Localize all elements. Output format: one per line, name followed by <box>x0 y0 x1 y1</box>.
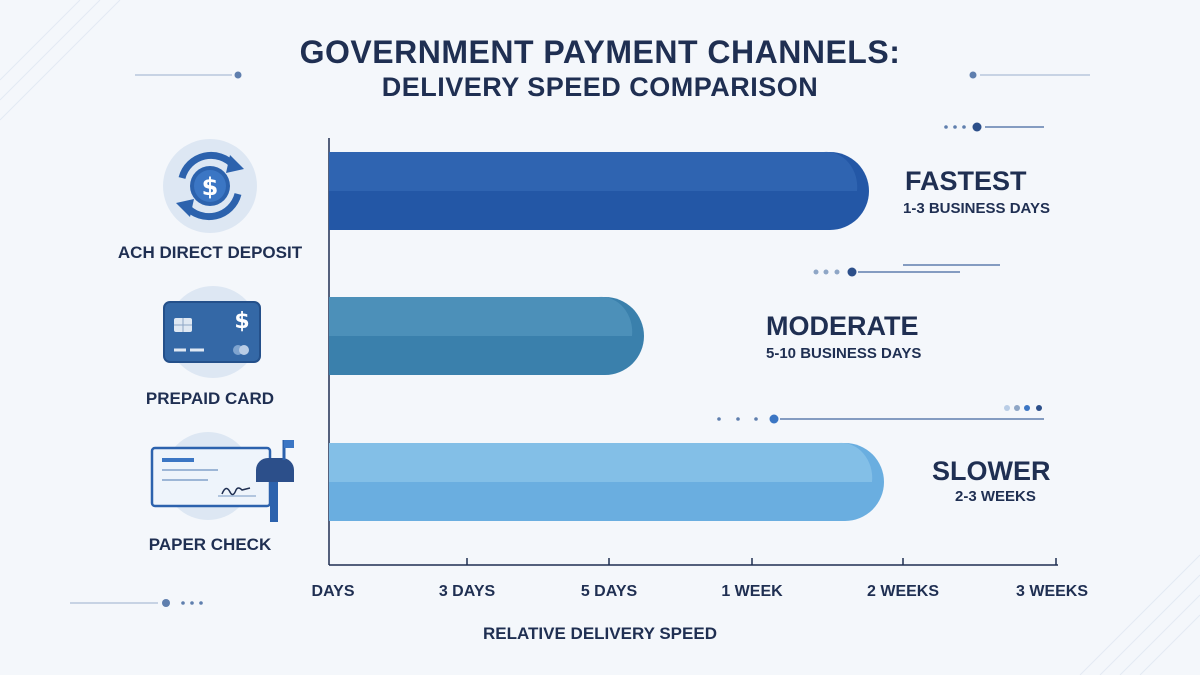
check-mailbox-icon <box>148 430 298 530</box>
decor-dot <box>972 122 982 132</box>
ach-sync-dollar-icon: $ <box>160 138 260 243</box>
decor-dot <box>962 125 966 129</box>
decor-dot <box>944 125 948 129</box>
decor-dot <box>1014 405 1020 411</box>
decor-dot <box>1024 405 1030 411</box>
x-tick-label-5: 3 WEEKS <box>1015 583 1089 600</box>
decor-dot <box>953 125 957 129</box>
decor-dot <box>717 417 721 421</box>
decor-dot <box>834 269 840 275</box>
chart-title-line1: GOVERNMENT PAYMENT CHANNELS: <box>299 34 901 70</box>
decor-dot <box>813 269 819 275</box>
category-label-prepaid: PREPAID CARD <box>145 389 275 408</box>
svg-text:$: $ <box>202 173 219 201</box>
x-tick-label-2: 5 DAYS <box>580 583 638 600</box>
status-label-slower: SLOWER <box>932 456 1051 486</box>
bar-3 <box>329 442 884 521</box>
decor-dot <box>769 414 779 424</box>
category-label-check: PAPER CHECK <box>148 535 272 554</box>
bar-2 <box>329 296 644 375</box>
x-tick-label-3: 1 WEEK <box>721 583 783 600</box>
detail-label-check: 2-3 WEEKS <box>955 488 1036 505</box>
bar-highlight-3 <box>329 442 873 482</box>
svg-text:$: $ <box>234 309 249 334</box>
prepaid-card-icon: $ <box>158 284 268 385</box>
decor-dot <box>847 267 857 277</box>
detail-label-ach: 1-3 BUSINESS DAYS <box>903 200 1050 217</box>
decor-dot <box>823 269 829 275</box>
x-axis-label: RELATIVE DELIVERY SPEED <box>483 624 717 643</box>
bar-highlight-2 <box>329 296 633 336</box>
bar-highlight-1 <box>329 151 858 191</box>
decor-dot <box>754 417 758 421</box>
detail-label-prepaid: 5-10 BUSINESS DAYS <box>766 345 922 362</box>
bar-1 <box>329 151 869 230</box>
status-label-fastest: FASTEST <box>905 166 1027 196</box>
decor-dot <box>1004 405 1010 411</box>
category-label-ach: ACH DIRECT DEPOSIT <box>117 243 303 262</box>
x-tick-label-4: 2 WEEKS <box>866 583 940 600</box>
x-tick-label-0: DAYS <box>311 583 355 600</box>
x-tick-label-1: 3 DAYS <box>438 583 496 600</box>
decor-dot <box>1036 405 1042 411</box>
status-label-moderate: MODERATE <box>766 311 919 341</box>
decor-dot <box>736 417 740 421</box>
chart-title-line2: DELIVERY SPEED COMPARISON <box>381 72 819 102</box>
